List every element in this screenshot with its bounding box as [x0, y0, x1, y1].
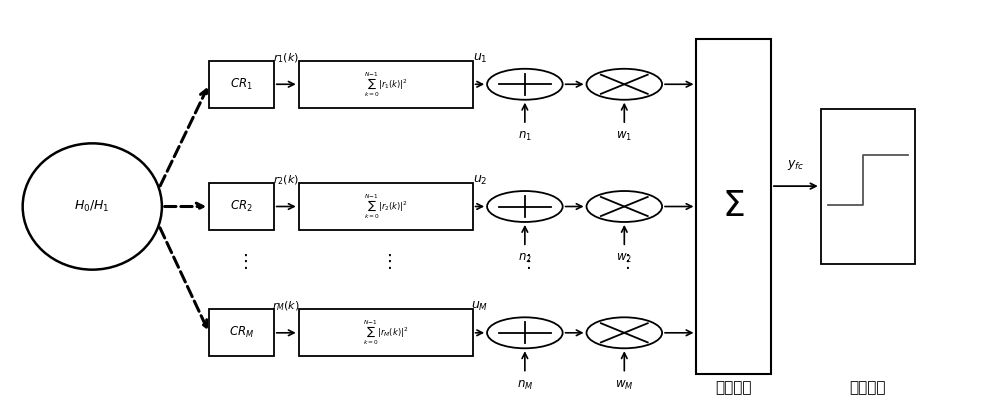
Text: $y_{fc}$: $y_{fc}$: [787, 158, 805, 172]
Text: $\vdots$: $\vdots$: [618, 252, 630, 271]
Text: $n_{M}$: $n_{M}$: [517, 378, 533, 392]
Bar: [696, 40, 771, 373]
Circle shape: [487, 317, 563, 348]
Bar: [209, 309, 274, 356]
Ellipse shape: [23, 143, 162, 270]
Bar: [821, 109, 915, 263]
Text: $u_{1}$: $u_{1}$: [473, 52, 487, 65]
Text: $CR_{1}$: $CR_{1}$: [230, 77, 253, 92]
Text: $CR_{2}$: $CR_{2}$: [230, 199, 253, 214]
Text: $CR_{M}$: $CR_{M}$: [229, 325, 254, 340]
Text: $\sum_{k=0}^{N\!-\!1}|r_1(k)|^2$: $\sum_{k=0}^{N\!-\!1}|r_1(k)|^2$: [364, 70, 408, 99]
Text: $\Sigma$: $\Sigma$: [722, 190, 745, 223]
Text: $\vdots$: $\vdots$: [519, 252, 531, 271]
Text: $r_{1}(k)$: $r_{1}(k)$: [273, 51, 299, 65]
Bar: [209, 183, 274, 230]
Bar: [299, 183, 473, 230]
Circle shape: [587, 191, 662, 222]
Text: $r_{2}(k)$: $r_{2}(k)$: [273, 173, 299, 187]
Circle shape: [587, 317, 662, 348]
Circle shape: [487, 69, 563, 100]
Text: $\sum_{k=0}^{N\!-\!1}|r_2(k)|^2$: $\sum_{k=0}^{N\!-\!1}|r_2(k)|^2$: [364, 192, 408, 221]
Text: $\vdots$: $\vdots$: [380, 252, 392, 271]
Text: 融合中心: 融合中心: [715, 380, 752, 395]
Circle shape: [487, 191, 563, 222]
Text: $\vdots$: $\vdots$: [236, 252, 247, 271]
Text: 决策中心: 决策中心: [850, 380, 886, 395]
Circle shape: [587, 69, 662, 100]
Bar: [299, 309, 473, 356]
Text: $r_{M}(k)$: $r_{M}(k)$: [272, 300, 300, 313]
Text: $u_{2}$: $u_{2}$: [473, 174, 487, 187]
Bar: [209, 61, 274, 108]
Text: $H_0/H_1$: $H_0/H_1$: [74, 199, 110, 214]
Bar: [299, 61, 473, 108]
Text: $w_{2}$: $w_{2}$: [616, 252, 632, 265]
Text: $\sum_{k=0}^{N\!-\!1}|r_M(k)|^2$: $\sum_{k=0}^{N\!-\!1}|r_M(k)|^2$: [363, 318, 408, 347]
Text: $n_{2}$: $n_{2}$: [518, 252, 532, 265]
Text: $w_{M}$: $w_{M}$: [615, 378, 634, 392]
Text: $n_{1}$: $n_{1}$: [518, 130, 532, 143]
Text: $u_{M}$: $u_{M}$: [471, 300, 488, 313]
Text: $w_{1}$: $w_{1}$: [616, 130, 632, 143]
